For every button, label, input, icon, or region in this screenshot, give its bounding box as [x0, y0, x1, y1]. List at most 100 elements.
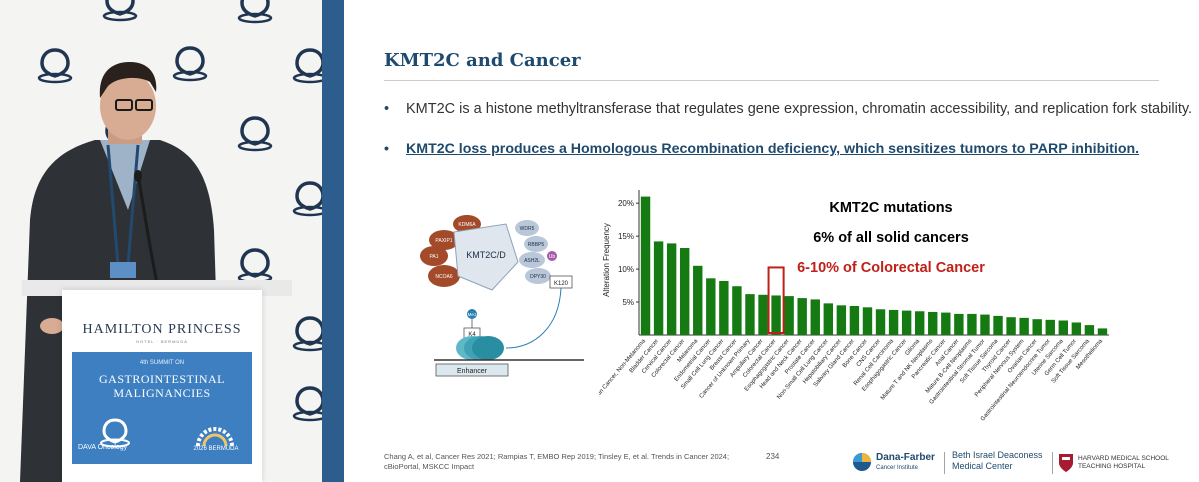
podium-brand: HAMILTON PRINCESS	[82, 322, 242, 337]
chart-bar	[993, 315, 1003, 335]
harvard-logo: HARVARD MEDICAL SCHOOL TEACHING HOSPITAL	[1058, 451, 1188, 477]
chart-bar	[758, 294, 768, 335]
subunit-blob	[524, 236, 548, 252]
logo-divider	[944, 452, 945, 474]
enhancer-box	[435, 363, 509, 377]
chart-annotation: KMT2C mutations	[829, 200, 952, 216]
badge	[110, 262, 136, 278]
summit-edition: 4th SUMMIT ON	[139, 360, 185, 366]
chart-bar	[941, 312, 951, 335]
chart-bar	[1006, 317, 1016, 335]
x-tick-label: Skin Cancer, Non-Melanoma	[599, 338, 647, 401]
compass-complex-diagram: KDM6A PAXIP1 PA1 NCOA6 KMT2C/D WDR5 RBBP…	[420, 215, 584, 377]
bullet-text: KMT2C is a histone methyltransferase tha…	[406, 101, 1193, 117]
mark-label: K120	[554, 281, 569, 287]
bidmc-logo: Beth Israel Deaconess Medical Center	[952, 450, 1052, 476]
chart-bar	[1058, 320, 1069, 335]
chart-bar	[1071, 322, 1082, 335]
chart-bar	[679, 248, 690, 335]
page-number: 234	[766, 452, 780, 461]
bullet-item: • KMT2C is a histone methyltransferase th…	[384, 101, 1192, 117]
subunit-blob	[515, 220, 539, 236]
chart-y-axis-label: Alteration Frequency	[602, 223, 611, 297]
subunit-blob	[420, 246, 448, 266]
logo-divider	[1052, 452, 1053, 474]
chart-bar	[745, 294, 755, 335]
dana-farber-sub: Cancer Institute	[876, 465, 919, 471]
nucleosome-icon	[456, 336, 504, 360]
chart-bar	[732, 286, 742, 335]
slide-title: KMT2C and Cancer	[384, 50, 581, 71]
chart-bar	[771, 295, 781, 335]
harvard-line: TEACHING HOSPITAL	[1078, 463, 1146, 470]
bullet-marker: •	[384, 141, 389, 157]
y-tick-label: 10%	[618, 265, 634, 274]
subunit-label: PA1	[429, 254, 438, 260]
chart-bar	[1045, 319, 1055, 335]
panel-divider	[322, 0, 344, 482]
footer-references: Chang A, et al, Cancer Res 2021; Rampias…	[384, 452, 729, 472]
dana-farber-mark-icon	[853, 453, 871, 471]
subunit-label: KDM6A	[458, 222, 476, 228]
presentation-slide: KMT2C and Cancer • KMT2C is a histone met…	[344, 0, 1199, 482]
kmt2c-complex	[453, 223, 519, 291]
chart-bar	[901, 310, 912, 335]
chart-bar	[1019, 317, 1029, 335]
highlight-box	[767, 266, 785, 334]
subunit-label: NCOA6	[435, 274, 452, 280]
chart-bar	[875, 309, 886, 335]
summit-title: MALIGNANCIES	[113, 386, 211, 400]
y-tick-label: 5%	[622, 298, 634, 307]
chart-bar	[823, 303, 834, 335]
dana-farber-name: Dana-Farber	[876, 452, 935, 463]
chart-bar	[1097, 328, 1108, 335]
chart-bar	[967, 313, 977, 335]
y-tick-label: 20%	[618, 199, 634, 208]
subunit-blob	[525, 268, 551, 284]
summit-title: GASTROINTESTINAL	[99, 372, 225, 386]
chart-bar	[666, 243, 677, 335]
me1-mark	[467, 309, 477, 319]
harvard-text: HARVARD MEDICAL SCHOOL TEACHING HOSPITAL	[1078, 455, 1169, 471]
chart-bar	[810, 299, 820, 335]
chart-bar	[954, 313, 964, 335]
speaker-video-panel: HAMILTON PRINCESS HOTEL · BERMUDA 4th SU…	[0, 0, 322, 482]
bidmc-line: Medical Center	[952, 461, 1013, 471]
chart-annotation: 6-10% of Colorectal Cancer	[797, 260, 985, 276]
chart-bar	[1084, 325, 1095, 335]
subunit-label: RBBP5	[528, 242, 545, 248]
chart-bar	[719, 280, 729, 335]
mark-label: K4	[468, 332, 476, 338]
bullet-marker: •	[384, 101, 390, 117]
subunit-label: DPY30	[530, 274, 546, 280]
y-tick-label: 15%	[618, 232, 634, 241]
complex-label: KMT2C/D	[466, 250, 506, 260]
chart-bar	[888, 309, 899, 335]
subunit-label: ASH2L	[524, 258, 540, 264]
dava-logo-icon	[100, 418, 130, 448]
mark-label: Ub	[549, 254, 556, 260]
reference-line: cBioPortal, MSKCC Impact	[384, 462, 475, 471]
alteration-frequency-chart: 5%10%15%20% Skin Cancer, Non-MelanomaBla…	[599, 190, 1109, 423]
bidmc-line: Beth Israel Deaconess	[952, 450, 1043, 460]
subunit-label: PAXIP1	[435, 238, 452, 244]
summit-sign: 4th SUMMIT ON GASTROINTESTINAL MALIGNANC…	[72, 352, 252, 464]
bermuda-logo-icon	[196, 427, 234, 447]
bullet-text: KMT2C loss produces a Homologous Recombi…	[406, 141, 1140, 157]
mark-label: Me1	[468, 312, 477, 317]
dava-logo-text: DAVA Oncology	[78, 444, 128, 451]
harvard-line: HARVARD MEDICAL SCHOOL	[1078, 455, 1169, 462]
subunit-blob	[519, 252, 545, 268]
reference-line: Chang A, et al, Cancer Res 2021; Rampias…	[384, 452, 730, 461]
subunit-blob	[428, 265, 460, 287]
title-divider	[384, 80, 1159, 81]
ub-mark	[547, 251, 557, 261]
chart-bar	[836, 305, 847, 335]
subunit-group-left	[420, 215, 481, 287]
microphone-icon	[134, 170, 160, 289]
chart-bar	[862, 307, 873, 335]
chart-bar	[928, 311, 938, 335]
chart-bar	[640, 196, 651, 335]
chart-bar	[849, 306, 860, 335]
chart-bar	[706, 278, 716, 335]
